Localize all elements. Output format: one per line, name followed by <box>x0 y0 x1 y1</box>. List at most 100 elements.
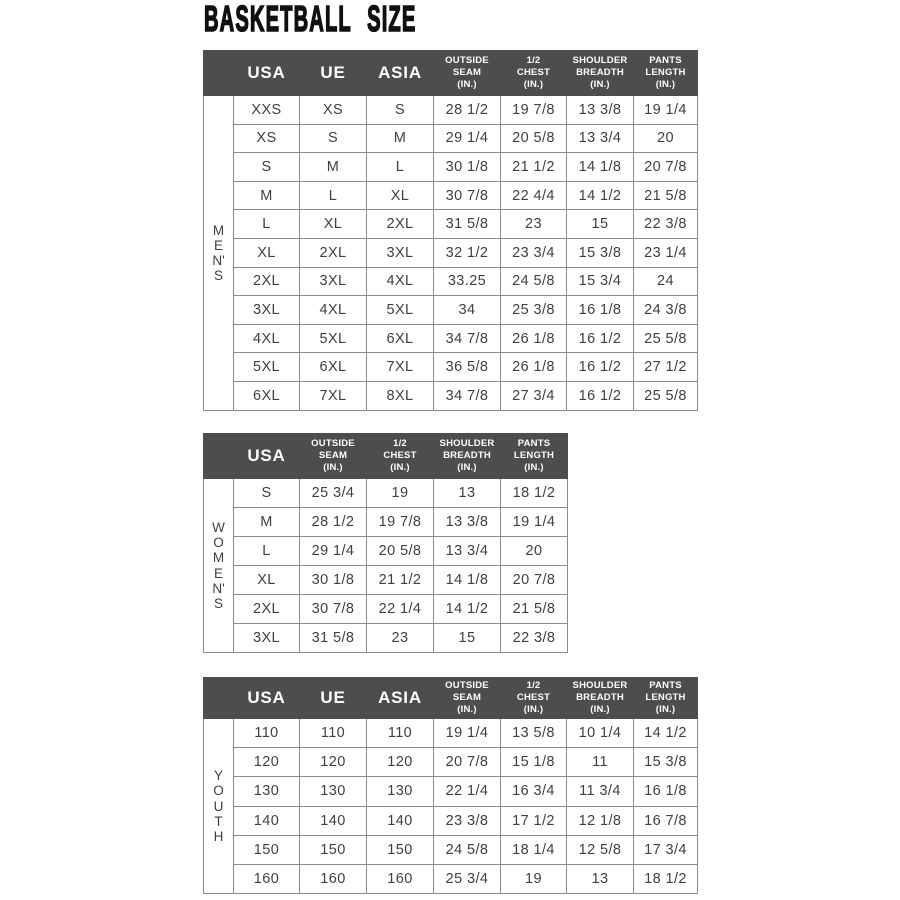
table-row: 6XL 7XL 8XL 34 7/8 27 3/4 16 1/2 25 5/8 <box>204 380 698 411</box>
column-header: 1/2 CHEST (IN.) <box>366 433 434 479</box>
size-cell: 4XL <box>366 266 434 297</box>
mens-side-label: M E N' S <box>203 95 234 411</box>
size-cell: 140 <box>233 805 300 836</box>
size-cell: 32 1/2 <box>433 237 501 268</box>
size-cell: 16 1/2 <box>566 380 634 411</box>
size-cell: 14 1/8 <box>566 152 634 182</box>
size-cell: 24 5/8 <box>500 266 567 297</box>
size-cell: 18 1/4 <box>500 834 567 865</box>
size-cell: 20 7/8 <box>500 565 568 595</box>
size-cell: 140 <box>299 805 367 836</box>
table-row: 120 120 120 20 7/8 15 1/8 11 15 3/8 <box>204 747 698 778</box>
table-row: 3XL 4XL 5XL 34 25 3/8 16 1/8 24 3/8 <box>204 295 698 325</box>
size-cell: 34 <box>433 295 501 325</box>
size-cell: 2XL <box>233 266 300 297</box>
size-cell: 22 1/4 <box>366 594 434 624</box>
size-cell: 34 7/8 <box>433 323 501 354</box>
size-cell: 15 3/8 <box>566 237 634 268</box>
size-cell: 140 <box>366 805 434 836</box>
size-cell: 110 <box>366 717 434 749</box>
size-cell: 12 5/8 <box>566 834 634 865</box>
size-cell: 19 7/8 <box>366 507 434 537</box>
size-cell: 19 <box>366 478 434 508</box>
size-cell: 13 <box>566 863 634 895</box>
size-cell: 33.25 <box>433 266 501 297</box>
size-cell: 16 1/8 <box>566 295 634 325</box>
size-cell: 28 1/2 <box>433 95 501 125</box>
table-row: XS S M 29 1/4 20 5/8 13 3/4 20 <box>204 123 698 154</box>
size-cell: 3XL <box>233 295 300 325</box>
column-header: SHOULDER BREADTH (IN.) <box>566 50 634 96</box>
size-cell: 16 3/4 <box>500 776 567 807</box>
size-cell: 22 4/4 <box>500 180 567 211</box>
size-cell: 30 1/8 <box>299 565 367 595</box>
size-cell: S <box>233 478 300 508</box>
size-cell: 6XL <box>299 352 367 382</box>
size-cell: 130 <box>366 776 434 807</box>
column-header: UE <box>299 50 367 96</box>
size-cell: 130 <box>233 776 300 807</box>
size-cell: M <box>233 180 300 211</box>
size-cell: 8XL <box>366 380 434 411</box>
size-cell: 5XL <box>233 352 300 382</box>
size-cell: 29 1/4 <box>433 123 501 154</box>
size-cell: 13 3/4 <box>566 123 634 154</box>
column-header: OUTSIDE SEAM (IN.) <box>433 677 501 719</box>
size-cell: 20 7/8 <box>633 152 698 182</box>
size-cell: L <box>233 209 300 239</box>
table-row: M E N' S XXS XS S 28 1/2 19 7/8 13 3/8 19 1/4 <box>203 95 698 411</box>
womens-header-corner <box>203 433 234 479</box>
size-cell: 22 3/8 <box>500 623 568 653</box>
size-cell: 23 3/4 <box>500 237 567 268</box>
column-header: SHOULDER BREADTH (IN.) <box>566 677 634 719</box>
size-cell: 3XL <box>366 237 434 268</box>
size-cell: 16 7/8 <box>633 805 698 836</box>
size-cell: 15 <box>566 209 634 239</box>
size-cell: 18 1/2 <box>500 478 568 508</box>
size-cell: 15 1/8 <box>500 747 567 778</box>
size-cell: 110 <box>233 717 300 749</box>
table-row: M L XL 30 7/8 22 4/4 14 1/2 21 5/8 <box>204 180 698 211</box>
table-row: 130 130 130 22 1/4 16 3/4 11 3/4 16 1/8 <box>204 776 698 807</box>
size-cell: 31 5/8 <box>433 209 501 239</box>
youth-side-label: Y O U T H <box>203 717 234 895</box>
size-cell: 14 1/2 <box>633 717 698 749</box>
size-cell: 160 <box>233 863 300 895</box>
size-cell: 24 <box>633 266 698 297</box>
table-row: L 29 1/4 20 5/8 13 3/4 20 <box>204 536 568 566</box>
size-cell: 19 <box>500 863 567 895</box>
size-cell: 36 5/8 <box>433 352 501 382</box>
size-cell: 21 5/8 <box>633 180 698 211</box>
size-cell: 160 <box>366 863 434 895</box>
column-header: USA <box>233 677 300 719</box>
size-cell: 5XL <box>299 323 367 354</box>
size-cell: XL <box>299 209 367 239</box>
size-cell: 6XL <box>233 380 300 411</box>
size-cell: L <box>233 536 300 566</box>
size-cell: 2XL <box>366 209 434 239</box>
size-cell: L <box>299 180 367 211</box>
size-cell: 25 3/4 <box>433 863 501 895</box>
size-cell: 15 3/8 <box>633 747 698 778</box>
size-cell: 160 <box>299 863 367 895</box>
size-cell: 20 <box>633 123 698 154</box>
table-row: XL 30 1/8 21 1/2 14 1/8 20 7/8 <box>204 565 568 595</box>
size-cell: 30 1/8 <box>433 152 501 182</box>
mens-size-table: USA UE ASIA OUTSIDE SEAM (IN.) 1/2 CHEST (IN… <box>203 50 698 411</box>
table-row: S M L 30 1/8 21 1/2 14 1/8 20 7/8 <box>204 152 698 182</box>
size-cell: 17 3/4 <box>633 834 698 865</box>
size-cell: 19 1/4 <box>633 95 698 125</box>
size-cell: XL <box>233 565 300 595</box>
size-cell: 4XL <box>299 295 367 325</box>
size-cell: 23 3/8 <box>433 805 501 836</box>
size-cell: 13 <box>433 478 501 508</box>
youth-header-corner <box>203 677 234 719</box>
size-cell: 13 5/8 <box>500 717 567 749</box>
size-cell: 12 1/8 <box>566 805 634 836</box>
column-header: PANTS LENGTH (IN.) <box>633 677 698 719</box>
column-header: USA <box>233 433 300 479</box>
size-cell: 17 1/2 <box>500 805 567 836</box>
size-cell: 20 5/8 <box>366 536 434 566</box>
womens-side-label: W O M E N' S <box>203 478 234 653</box>
